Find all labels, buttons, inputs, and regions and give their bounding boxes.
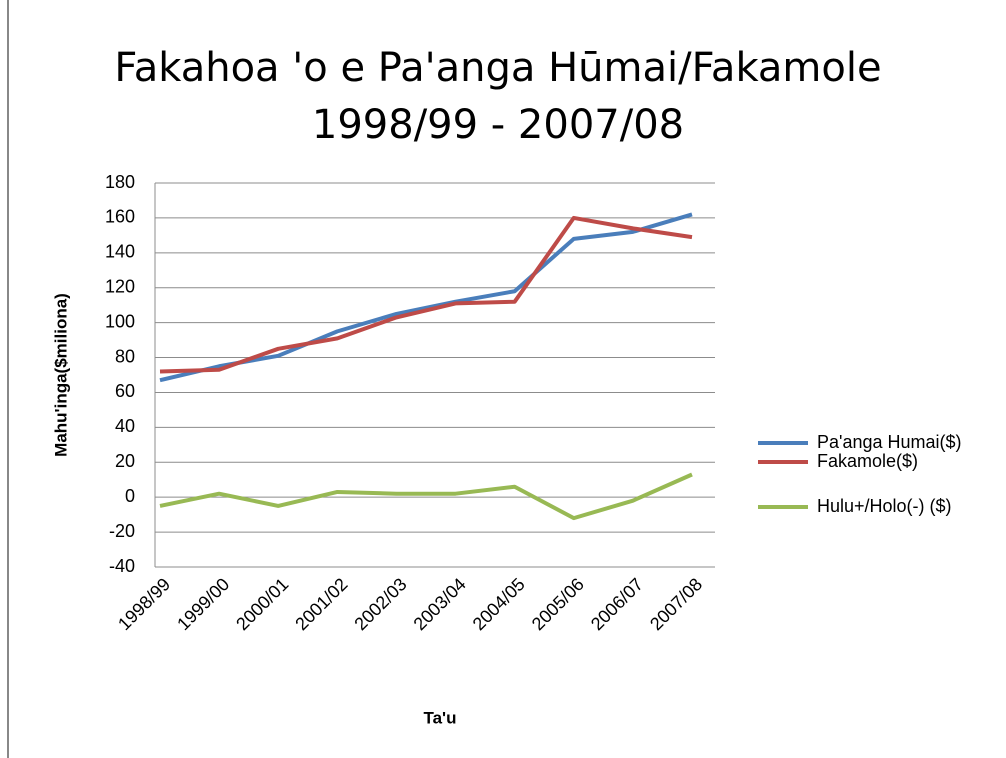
x-tick-label: 1998/99 (114, 574, 174, 634)
x-tick-label: 2005/06 (528, 574, 588, 634)
x-tick-label: 1999/00 (173, 574, 233, 634)
y-tick-label: 40 (115, 416, 135, 436)
y-tick-label: 180 (105, 172, 135, 192)
x-axis-title: Ta'u (423, 708, 456, 727)
legend-label: Pa'anga Humai($) (817, 432, 962, 452)
y-tick-label: 100 (105, 311, 135, 331)
x-tick-label: 2004/05 (469, 574, 529, 634)
x-tick-label: 2000/01 (232, 574, 292, 634)
chart-title: 1998/99 - 2007/08 (312, 102, 684, 148)
y-tick-label: 160 (105, 207, 135, 227)
series-line (159, 212, 693, 383)
series-line (159, 472, 693, 521)
x-tick-label: 2007/08 (646, 574, 706, 634)
y-axis-title: Mahu'inga($miliona) (51, 293, 70, 457)
y-tick-label: 120 (105, 276, 135, 296)
y-tick-label: 0 (125, 486, 135, 506)
y-tick-label: 20 (115, 451, 135, 471)
y-tick-label: 80 (115, 346, 135, 366)
chart-title: Fakahoa 'o e Pa'anga Hūmai/Fakamole (114, 45, 881, 91)
y-tick-label: -20 (109, 521, 135, 541)
x-tick-label: 2006/07 (587, 574, 647, 634)
x-tick-label: 2001/02 (291, 574, 351, 634)
y-tick-label: 140 (105, 242, 135, 262)
x-tick-label: 2003/04 (410, 574, 470, 634)
y-tick-label: 60 (115, 381, 135, 401)
y-tick-label: -40 (109, 556, 135, 576)
series-line (159, 215, 693, 374)
legend-label: Hulu+/Holo(-) ($) (817, 496, 952, 516)
legend-label: Fakamole($) (817, 451, 918, 471)
x-tick-label: 2002/03 (350, 574, 410, 634)
